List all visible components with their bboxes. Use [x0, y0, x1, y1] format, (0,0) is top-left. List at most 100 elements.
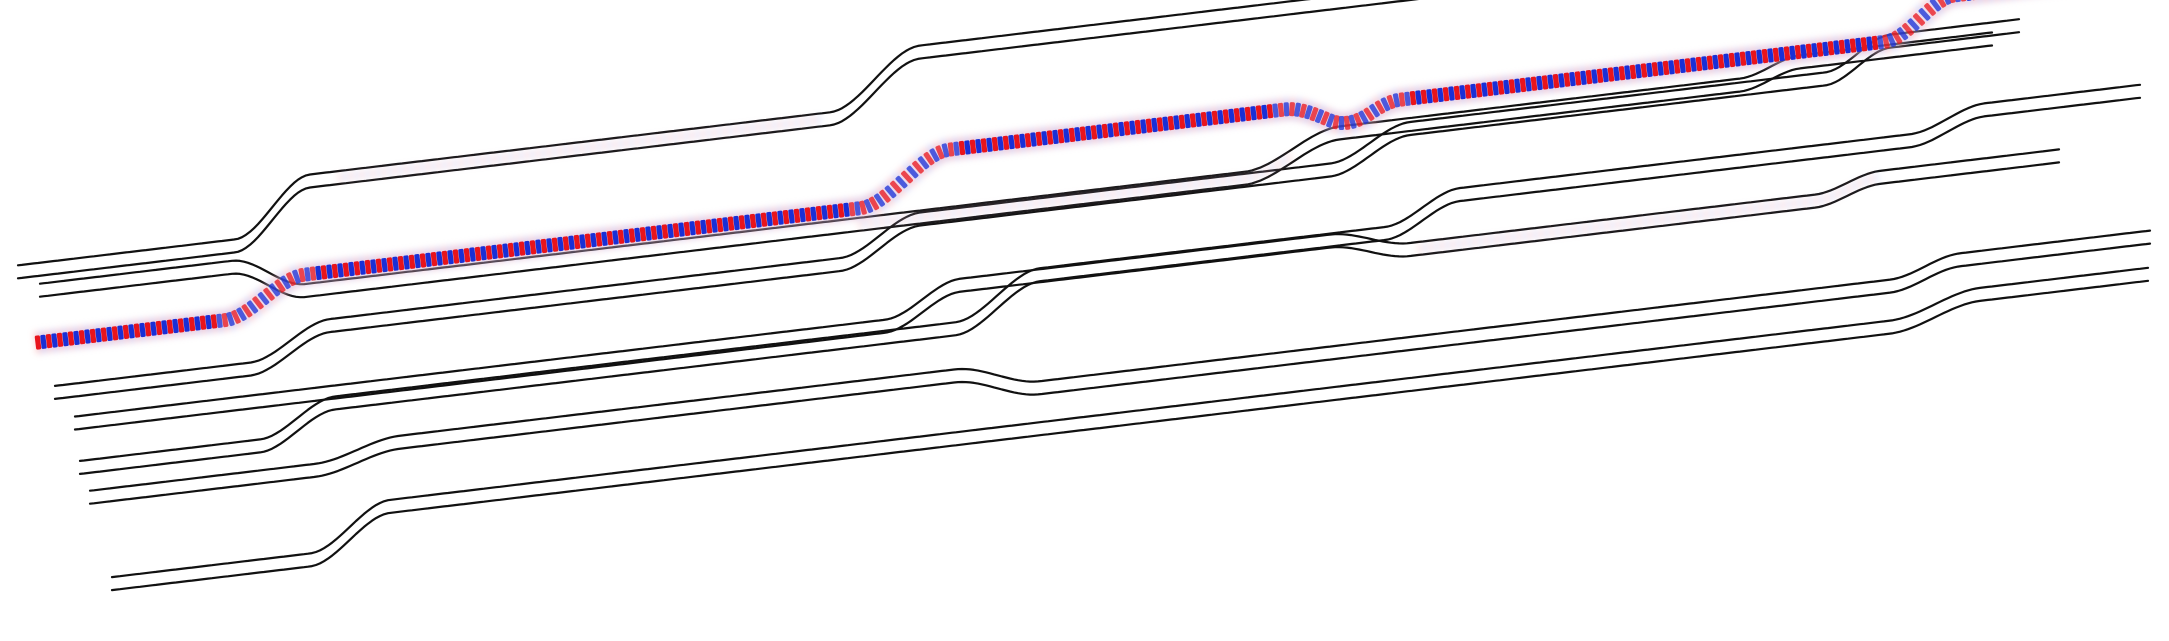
evanescent-field-lobe	[1605, 221, 1609, 231]
evanescent-field-lobe	[530, 149, 535, 159]
field-lobe-positive	[749, 213, 757, 229]
evanescent-field-lobe	[1462, 238, 1466, 248]
field-lobe-positive	[144, 322, 152, 337]
evanescent-field-lobe	[338, 172, 342, 182]
waveguide-4-upper-wall	[73, 148, 2061, 418]
evanescent-field-lobe	[1506, 233, 1510, 243]
evanescent-field-lobe	[1028, 199, 1033, 209]
field-lobe-negative	[1041, 131, 1048, 146]
field-lobe-positive	[1508, 79, 1516, 94]
evanescent-field-lobe	[607, 140, 612, 150]
field-lobe-negative	[667, 223, 674, 238]
field-lobe-positive	[595, 232, 603, 247]
field-lobe-positive	[1178, 114, 1186, 129]
evanescent-field-lobe	[1144, 185, 1148, 195]
field-lobe-negative	[1358, 110, 1369, 125]
field-lobe-negative	[895, 175, 908, 189]
field-lobe-positive	[364, 259, 372, 275]
evanescent-field-lobe	[1270, 163, 1275, 173]
evanescent-field-lobe	[1616, 220, 1620, 230]
evanescent-field-lobe	[640, 136, 645, 146]
field-lobe-positive	[188, 317, 196, 332]
waveguide-2-lower-wall	[38, 44, 1994, 299]
evanescent-field-lobe	[547, 147, 551, 157]
field-lobe-positive	[1563, 72, 1571, 87]
field-lobe-negative	[1929, 0, 1942, 12]
field-lobe-negative	[1008, 135, 1015, 150]
field-lobe-negative	[1613, 66, 1620, 81]
evanescent-field-lobe	[585, 143, 590, 153]
field-lobe-negative	[370, 259, 377, 274]
field-lobe-negative	[986, 137, 993, 152]
field-lobe-positive	[474, 246, 482, 261]
field-lobe-positive	[1343, 115, 1351, 130]
field-lobe-positive	[320, 265, 328, 280]
field-lobe-positive	[923, 151, 935, 166]
field-lobe-positive	[606, 231, 614, 246]
field-lobe-positive	[1761, 49, 1769, 64]
field-lobe-negative	[1941, 0, 1952, 5]
field-lobe-positive	[375, 258, 383, 273]
evanescent-field-lobe	[569, 145, 573, 155]
field-lobe-negative	[106, 326, 113, 341]
field-lobe-negative	[1085, 125, 1092, 140]
evanescent-field-lobe	[1072, 194, 1077, 204]
field-lobe-positive	[1618, 66, 1626, 81]
field-lobe-positive	[1585, 70, 1593, 85]
evanescent-field-lobe	[519, 151, 524, 161]
evanescent-field-lobe	[1731, 206, 1736, 216]
evanescent-field-lobe	[1160, 183, 1165, 193]
field-lobe-negative	[645, 226, 652, 241]
evanescent-field-lobe	[1122, 188, 1126, 198]
field-lobe-negative	[1326, 113, 1335, 128]
evanescent-field-lobe	[1133, 186, 1137, 196]
evanescent-field-lobe	[1100, 190, 1104, 200]
evanescent-field-lobe	[1599, 222, 1604, 232]
field-lobe-negative	[711, 218, 718, 233]
field-lobe-positive	[1431, 88, 1439, 103]
field-lobe-negative	[326, 264, 333, 279]
evanescent-field-lobe	[1045, 197, 1049, 207]
evanescent-field-lobe	[1061, 195, 1066, 205]
field-lobe-positive	[111, 326, 119, 341]
evanescent-field-lobe	[1193, 179, 1198, 189]
evanescent-field-lobe	[629, 138, 634, 147]
field-lobe-positive	[1651, 62, 1659, 77]
field-lobe-negative	[832, 204, 839, 219]
evanescent-field-lobe	[1808, 197, 1813, 207]
field-lobe-negative	[480, 246, 487, 261]
field-lobe-positive	[782, 210, 790, 225]
field-lobe-positive	[1134, 119, 1142, 135]
evanescent-field-lobe	[1111, 189, 1115, 199]
evanescent-field-lobe	[1445, 240, 1450, 250]
field-lobe-negative	[568, 235, 575, 250]
field-lobe-negative	[1261, 104, 1268, 119]
evanescent-field-lobe	[371, 168, 375, 178]
evanescent-field-lobe	[1456, 239, 1461, 249]
field-lobe-negative	[1690, 57, 1697, 72]
field-lobe-positive	[1398, 92, 1406, 107]
evanescent-field-lobe	[651, 135, 656, 145]
field-lobe-positive	[793, 208, 801, 223]
evanescent-field-lobe	[1841, 186, 1846, 196]
evanescent-field-lobe	[1863, 176, 1868, 186]
evanescent-field-lobe	[558, 146, 562, 156]
evanescent-field-lobe	[1265, 166, 1269, 176]
field-lobe-negative	[906, 165, 919, 179]
field-lobe-positive	[1266, 104, 1274, 119]
field-lobe-negative	[1030, 132, 1037, 147]
evanescent-field-lobe	[1649, 216, 1653, 226]
evanescent-field-lobe	[596, 142, 601, 151]
field-lobe-positive	[485, 245, 493, 260]
evanescent-field-lobe	[1632, 218, 1637, 228]
field-lobe-positive	[848, 202, 856, 217]
evanescent-field-lobe	[552, 147, 557, 157]
evanescent-field-lobe	[1023, 200, 1027, 209]
field-lobe-positive	[342, 262, 350, 277]
field-lobe-positive	[1222, 109, 1230, 124]
field-lobe-positive	[1167, 116, 1175, 131]
evanescent-field-lobe	[973, 205, 978, 215]
evanescent-field-lobe	[1583, 224, 1587, 234]
evanescent-field-lobe	[1440, 241, 1444, 251]
field-lobe-negative	[917, 156, 930, 170]
